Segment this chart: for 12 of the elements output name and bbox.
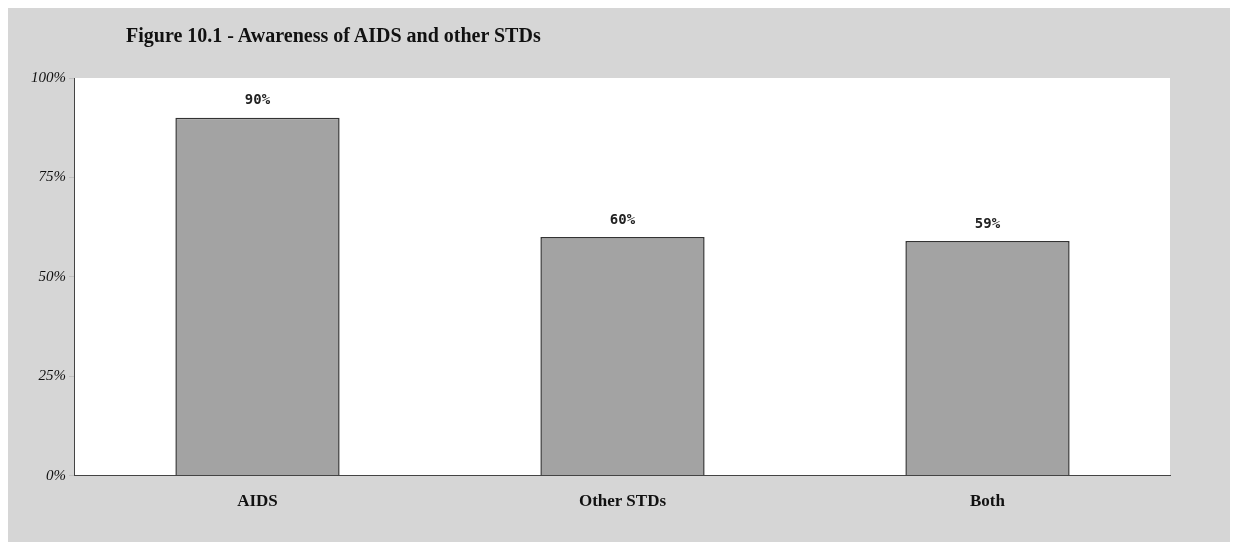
chart-title: Figure 10.1 - Awareness of AIDS and other STDs [126, 24, 541, 47]
data-label: 59% [974, 214, 1001, 231]
data-label: 90% [244, 91, 271, 108]
y-tick-label: 100% [31, 68, 66, 85]
y-tick-label: 75% [38, 168, 66, 185]
y-tick-label: 0% [46, 466, 66, 483]
y-tick-label: 50% [38, 267, 66, 284]
x-tick-label: Both [970, 491, 1006, 511]
y-tick-label: 25% [38, 367, 66, 384]
x-tick-label: Other STDs [578, 491, 667, 511]
x-tick-label: AIDS [237, 491, 278, 511]
data-label: 60% [609, 210, 636, 227]
